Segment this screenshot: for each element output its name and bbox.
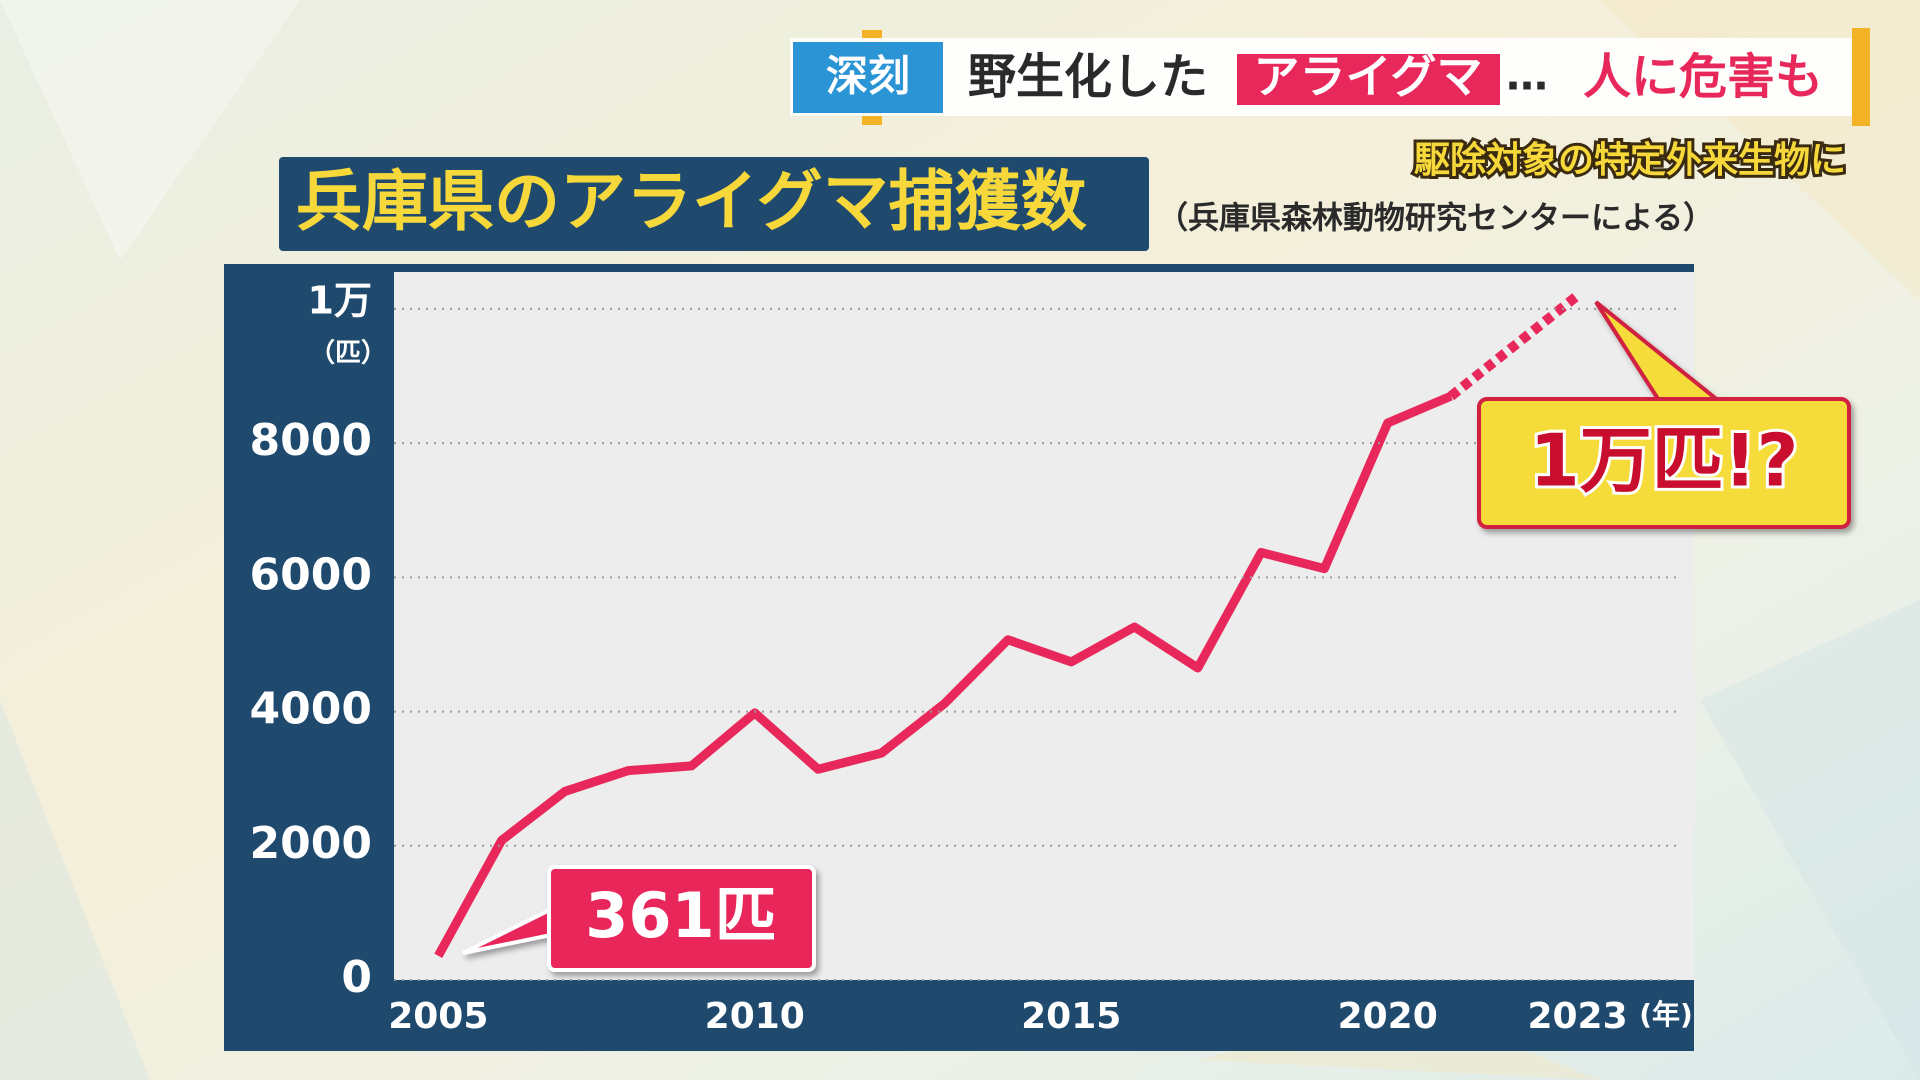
- y-tick-label: 0: [341, 952, 372, 1003]
- chart-title: 兵庫県のアライグマ捕獲数: [296, 163, 1087, 240]
- y-tick-label: 2000: [250, 818, 372, 869]
- projection-line: [1447, 291, 1581, 401]
- y-tick-label: 6000: [250, 549, 372, 600]
- data-line: [434, 392, 1453, 958]
- title-box: [279, 157, 1149, 251]
- headline: 野生化した: [968, 49, 1208, 105]
- callout-box: [1477, 397, 1851, 529]
- x-tick-label: 2020: [1338, 996, 1438, 1037]
- callout: 361匹: [462, 865, 816, 972]
- plot-layer: [434, 291, 1581, 958]
- callout-text: 1万匹!?: [1530, 419, 1799, 503]
- callout-box: [547, 865, 816, 972]
- callout-tail-cover: [1663, 401, 1718, 404]
- y-unit: （匹）: [309, 338, 387, 368]
- y-tick-label: 8000: [250, 415, 372, 466]
- highlight-box: [1237, 54, 1500, 105]
- headline-highlight: アライグマ: [1253, 50, 1482, 104]
- subheadline: 駆除対象の特定外来生物に: [1414, 140, 1846, 181]
- y-tick-label: 1万: [308, 278, 372, 322]
- x-unit: (年): [1639, 998, 1693, 1031]
- chart-source: （兵庫県森林動物研究センターによる）: [1157, 201, 1714, 237]
- x-tick-label: 2015: [1021, 996, 1121, 1037]
- callout: 1万匹!?: [1477, 300, 1851, 529]
- tag-box: [793, 42, 943, 113]
- x-tick-label: 2023: [1527, 996, 1627, 1037]
- tag: 深刻: [826, 52, 910, 101]
- callout-text: 361匹: [585, 879, 776, 952]
- plot-area: [394, 272, 1694, 980]
- x-tick-label: 2010: [705, 996, 805, 1037]
- headline-ellipsis: …: [1506, 51, 1548, 100]
- y-tick-label: 4000: [250, 684, 372, 735]
- x-tick-label: 2005: [388, 996, 488, 1037]
- banner-accent: [1852, 28, 1870, 126]
- headline-tail: 人に危害も: [1583, 49, 1823, 105]
